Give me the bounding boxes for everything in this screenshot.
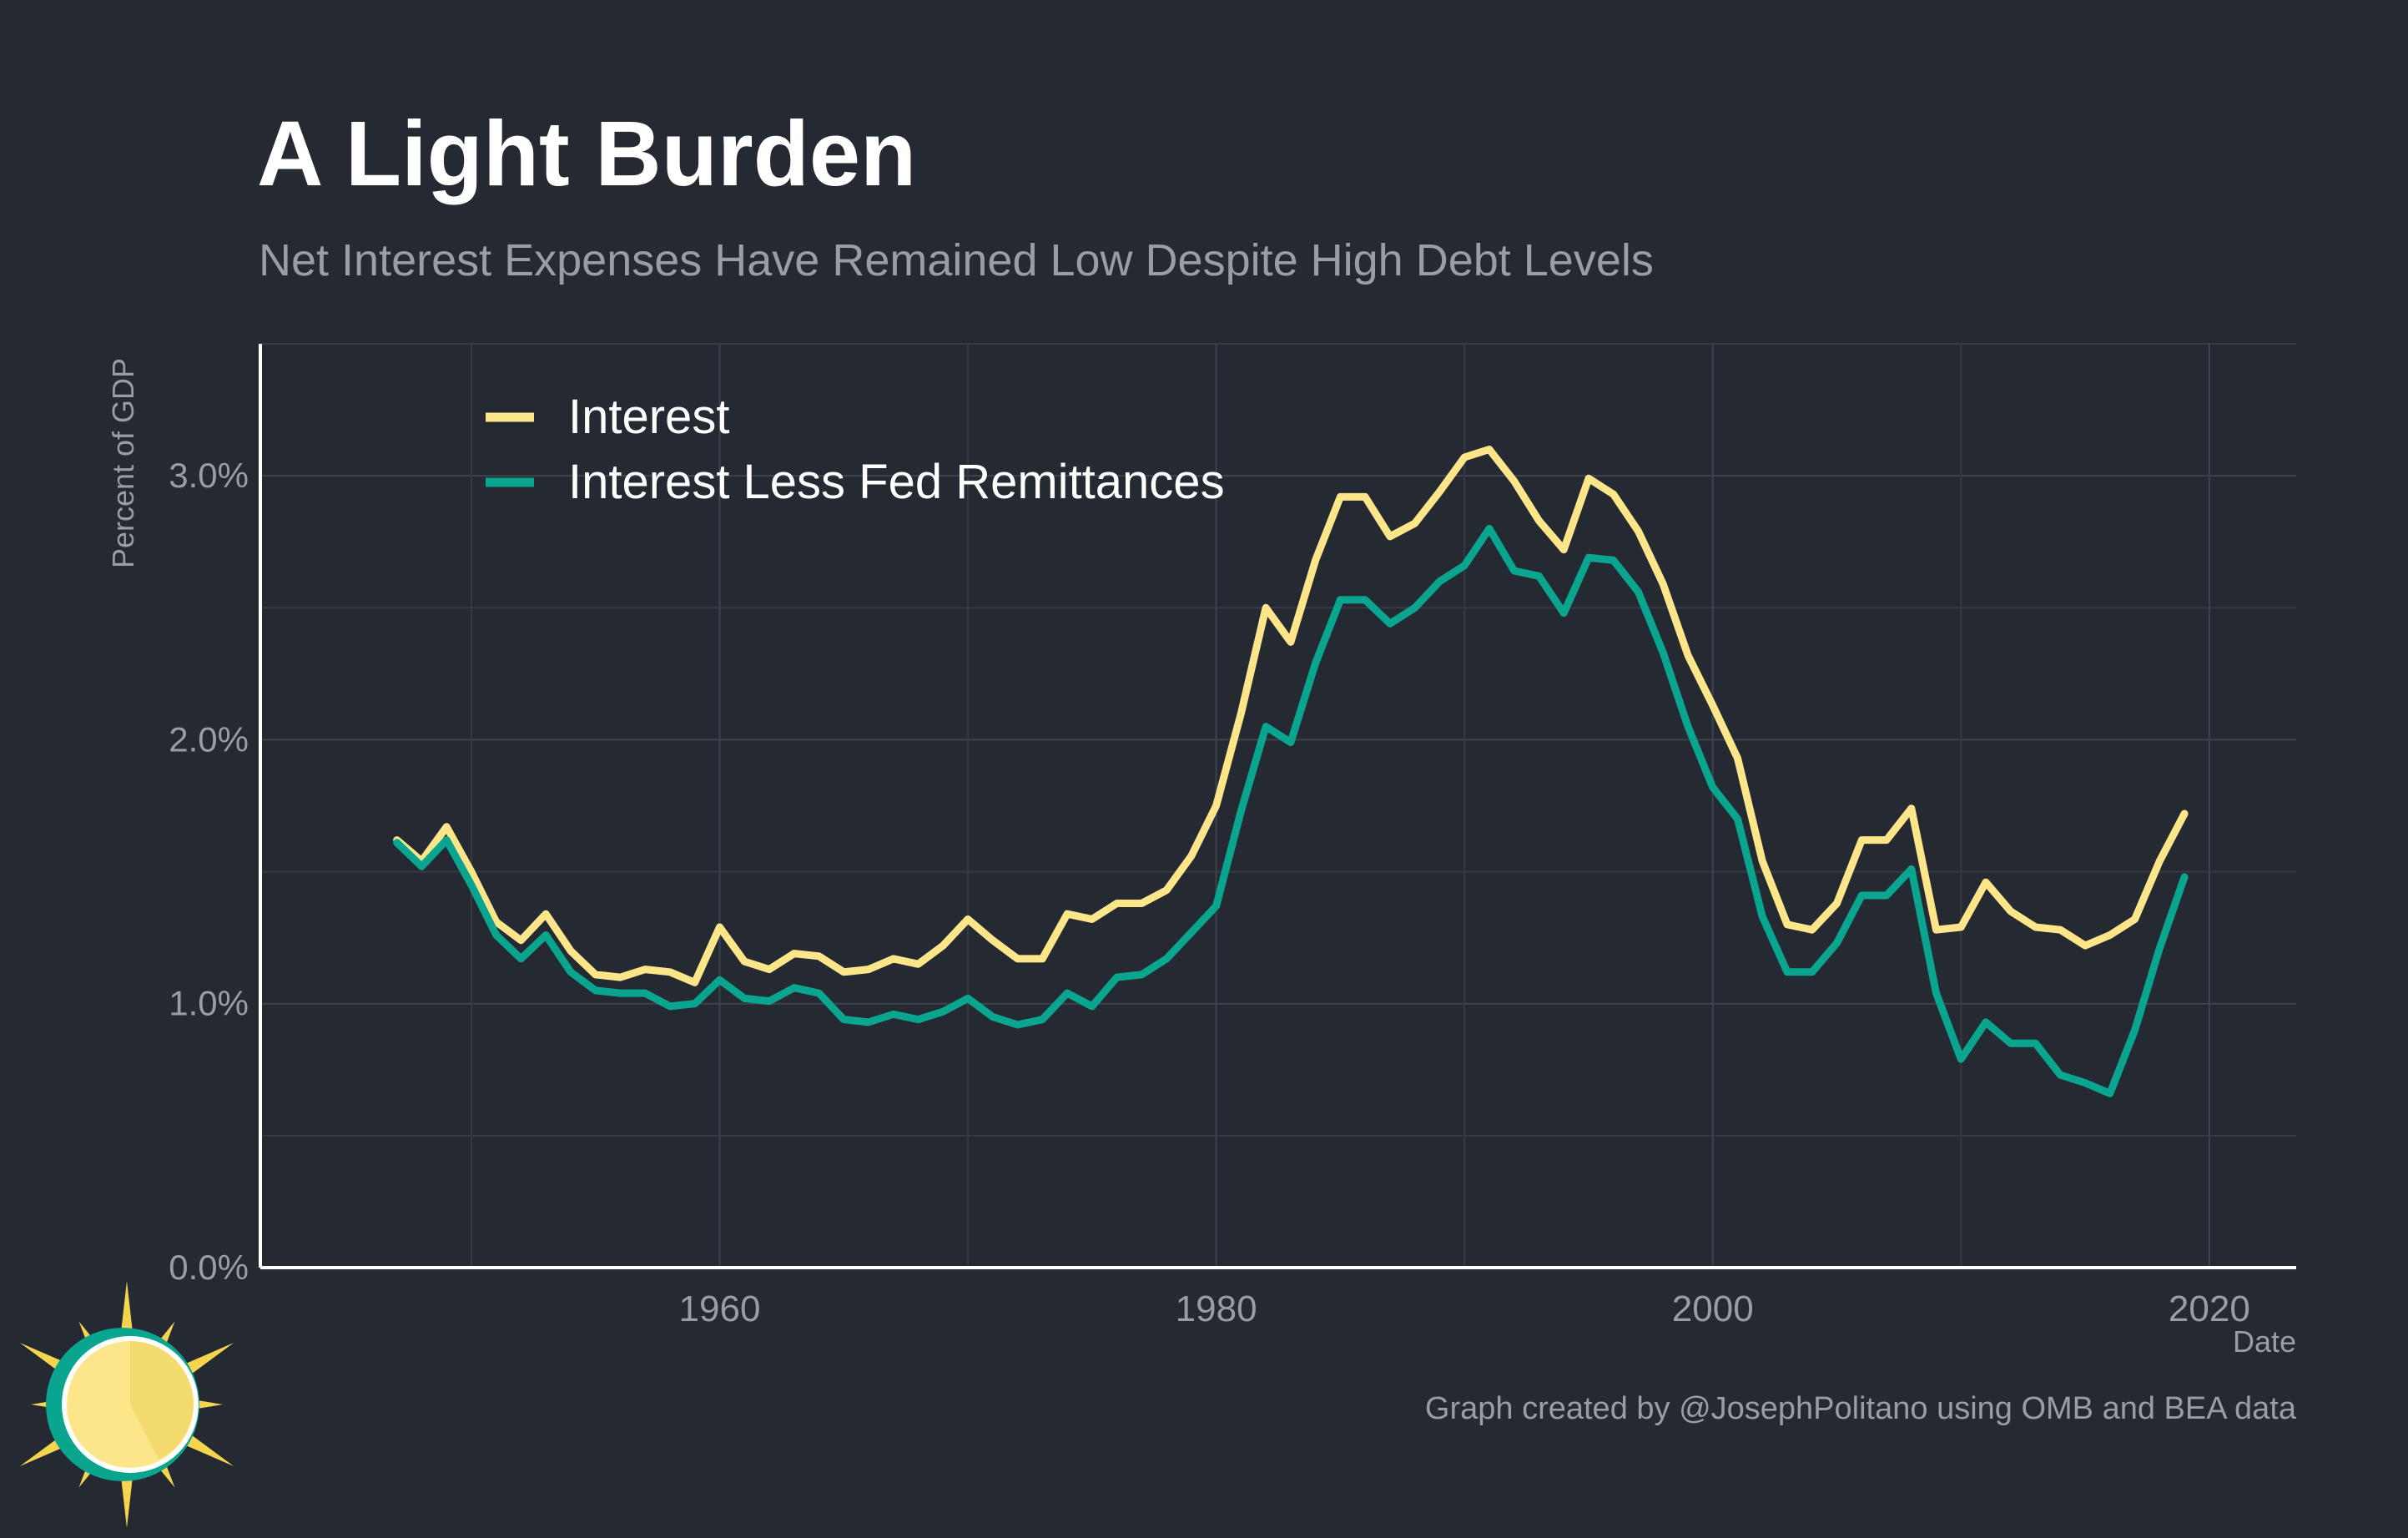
y-tick-label: 2.0%: [169, 719, 249, 759]
axes: 0.0% 1.0% 2.0% 3.0% 1960 1980 2000 2020: [169, 344, 2296, 1329]
series-line-interest: [393, 446, 2189, 986]
grid: [260, 343, 2296, 1268]
y-tick-label: 0.0%: [169, 1248, 249, 1287]
legend-label: Interest: [568, 390, 729, 444]
series-lines: [393, 446, 2189, 1097]
chart-subtitle: Net Interest Expenses Have Remained Low …: [259, 235, 1654, 285]
chart-title: A Light Burden: [257, 103, 916, 205]
legend-label: Interest Less Fed Remittances: [568, 455, 1225, 509]
x-tick-label: 2000: [1672, 1288, 1754, 1329]
y-tick-label: 3.0%: [169, 456, 249, 495]
x-tick-label: 1960: [679, 1288, 761, 1329]
source-caption: Graph created by @JosephPolitano using O…: [1425, 1391, 2297, 1426]
x-tick-label: 1980: [1176, 1288, 1257, 1329]
series-line-interest-less-fed-remittances: [393, 524, 2189, 1097]
y-tick-label: 1.0%: [169, 984, 249, 1023]
x-axis-label: Date: [2233, 1324, 2296, 1359]
y-axis-label: Percent of GDP: [106, 358, 140, 568]
logo-clock-sector: [130, 1341, 194, 1460]
x-tick-label: 2020: [2169, 1288, 2250, 1329]
sun-clock-logo-icon: [19, 1281, 234, 1528]
legend: Interest Interest Less Fed Remittances: [486, 390, 1225, 509]
